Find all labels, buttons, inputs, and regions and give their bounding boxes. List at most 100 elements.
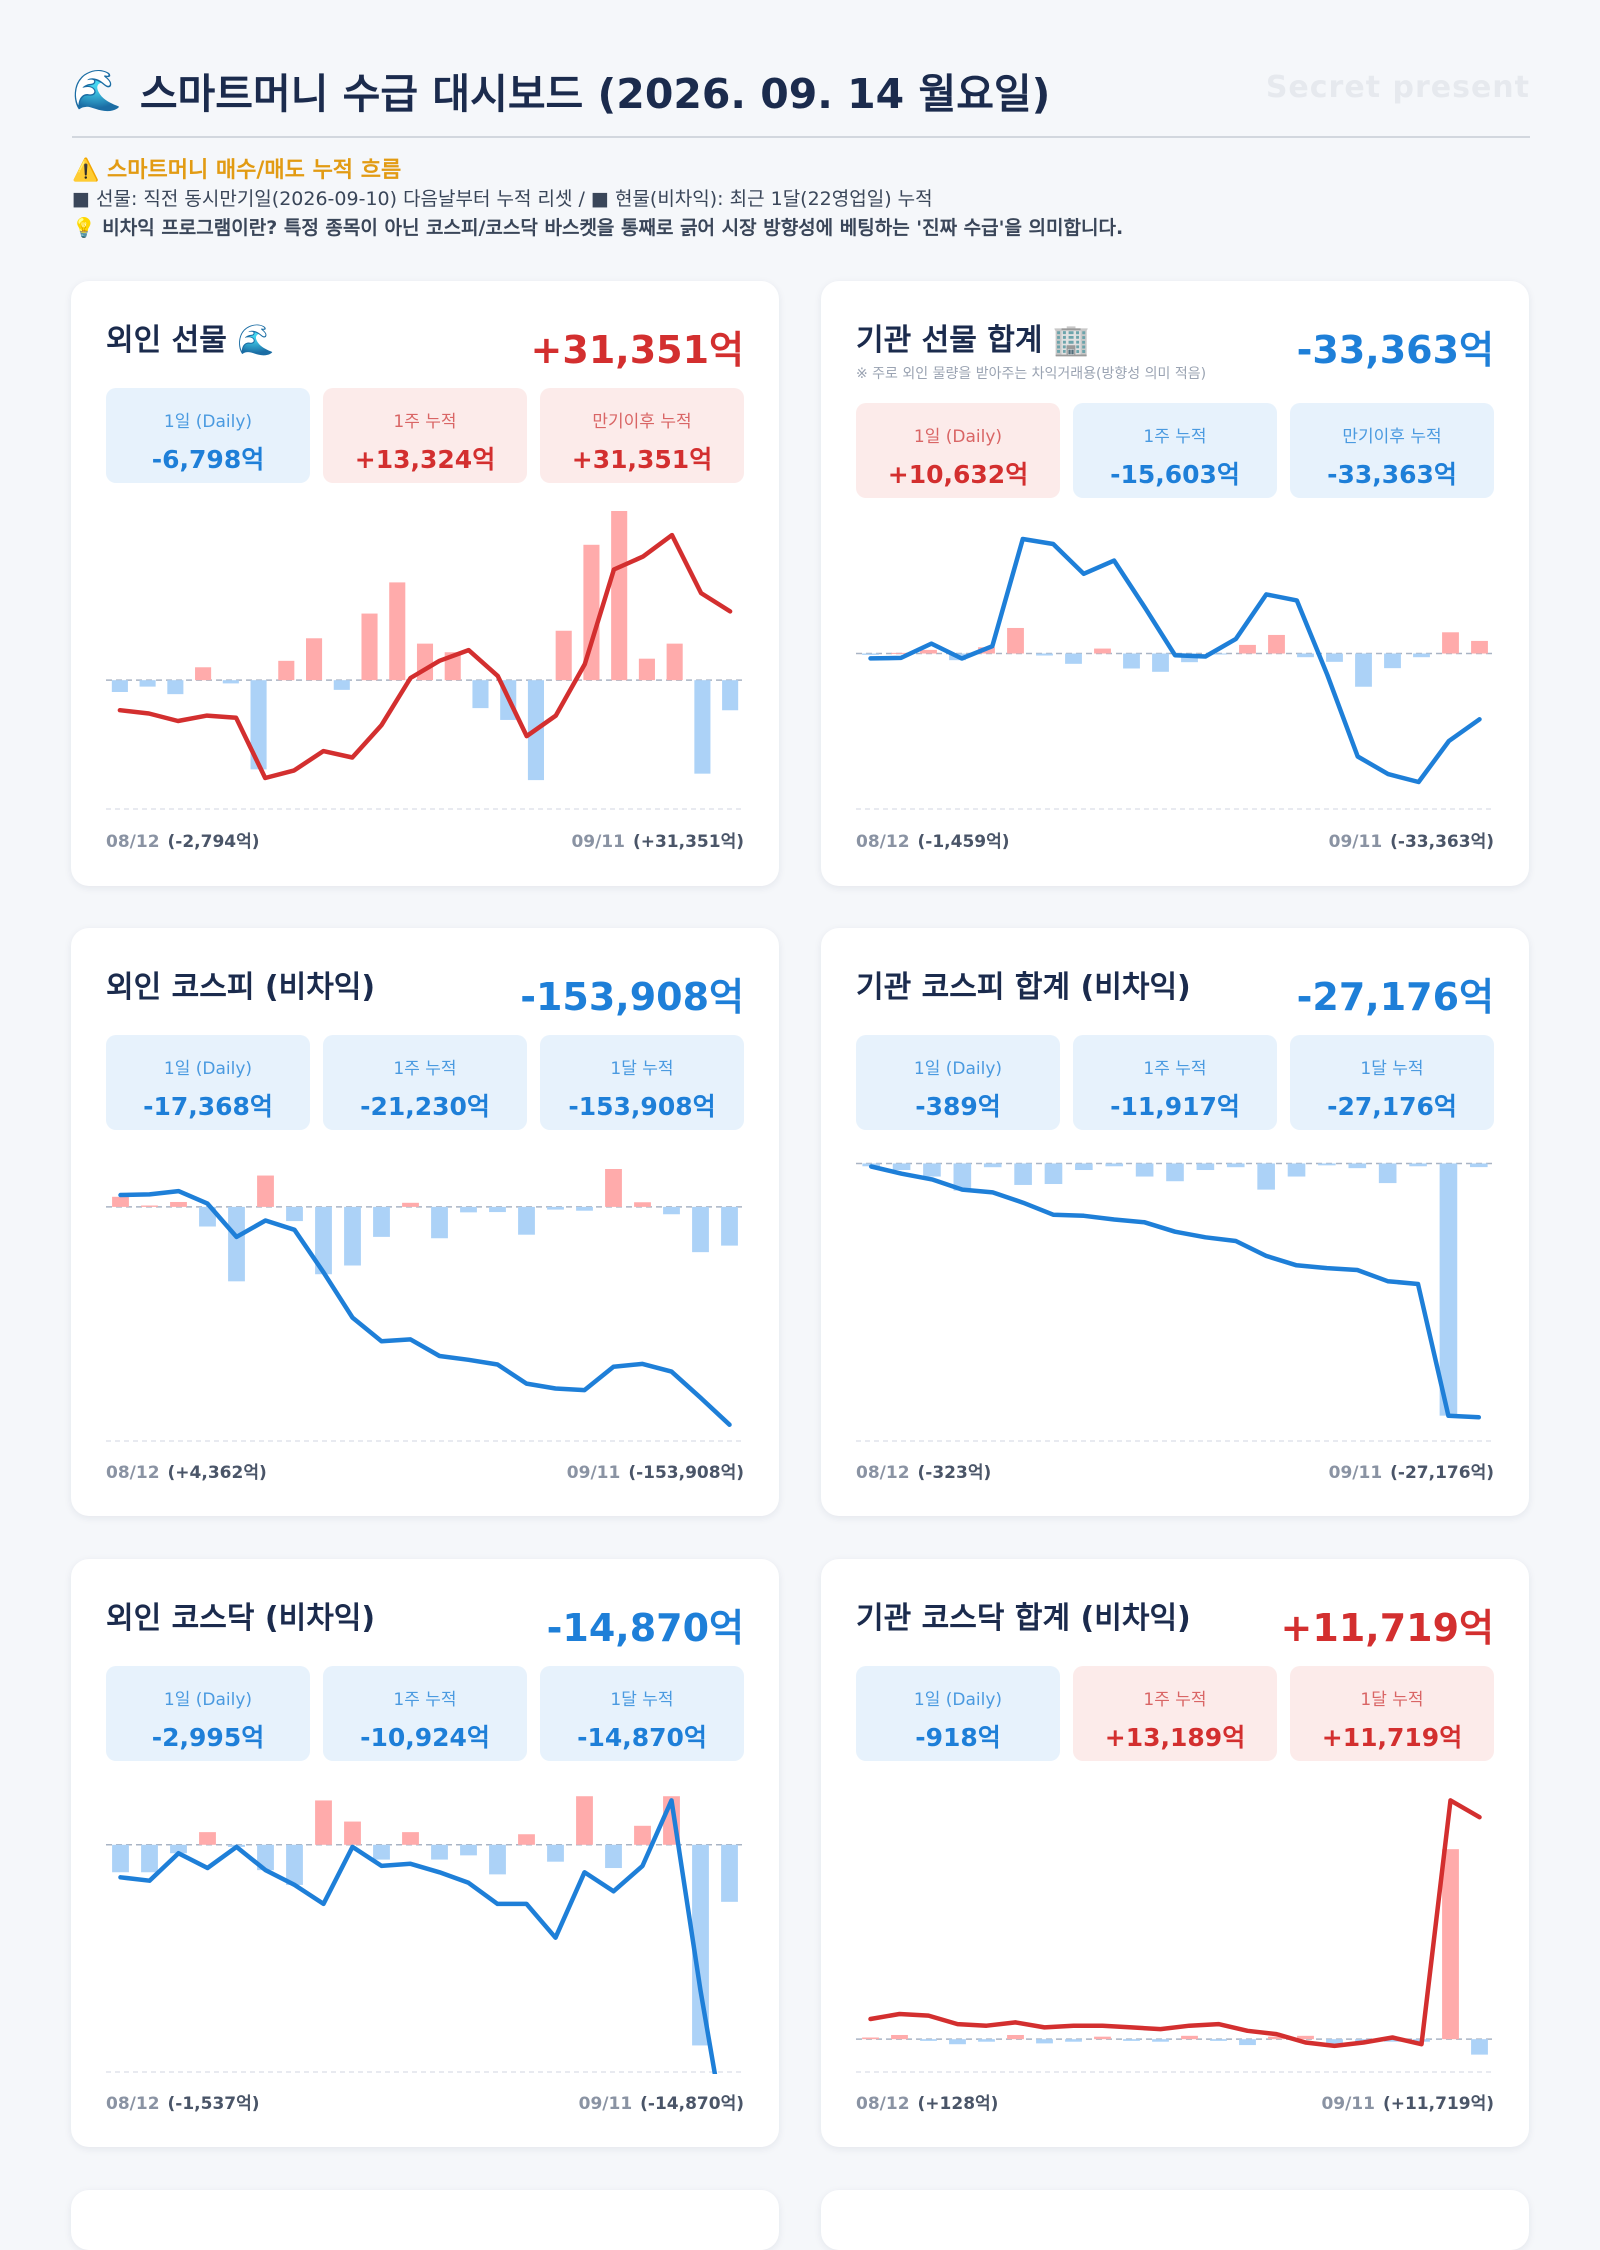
note-basis: ■ 선물: 직전 동시만기일(2026-09-10) 다음날부터 누적 리셋 /…	[72, 188, 933, 210]
card-next-left	[71, 2190, 779, 2250]
end-date: 09/11	[1321, 2094, 1375, 2114]
daily-bar	[1094, 2036, 1111, 2040]
flow-chart	[106, 511, 744, 810]
daily-bar	[460, 1844, 477, 1856]
daily-bar	[862, 653, 879, 655]
start-label: 08/12 (-2,794억)	[106, 827, 260, 852]
daily-bar	[278, 660, 295, 681]
dashboard-header: 🌊 스마트머니 수급 대시보드 (2026. 09. 14 월요일) Secre…	[72, 60, 1530, 239]
card-next-right	[821, 2190, 1529, 2250]
card-total: -33,363억	[1296, 328, 1494, 372]
stat-box-week: 1주 누적 -10,924억	[323, 1666, 527, 1761]
daily-bar	[257, 1175, 274, 1207]
daily-bar	[1442, 632, 1459, 654]
daily-bar	[1123, 2039, 1140, 2041]
daily-bar	[721, 1206, 738, 1246]
end-label: 09/11 (-14,870억)	[579, 2089, 744, 2114]
end-value: (-14,870억)	[640, 2094, 744, 2114]
stat-boxes: 1일 (Daily) -17,368억 1주 누적 -21,230억 1달 누적 -1…	[106, 1035, 744, 1130]
stat-label: 1달 누적	[610, 1690, 674, 1710]
daily-bar	[402, 1832, 419, 1845]
stat-label: 만기이후 누적	[1342, 427, 1442, 447]
stat-label: 1일 (Daily)	[913, 1690, 1003, 1710]
daily-bar	[692, 1844, 709, 2046]
daily-bar	[949, 2039, 966, 2045]
stat-value: -33,363억	[1327, 460, 1457, 489]
daily-bar	[1014, 1163, 1032, 1185]
daily-bar	[1210, 2039, 1227, 2041]
daily-bar	[978, 2039, 995, 2042]
stat-box-daily: 1일 (Daily) +10,632억	[856, 403, 1060, 498]
stat-label: 1주 누적	[393, 412, 457, 432]
stat-box-daily: 1일 (Daily) -17,368억	[106, 1035, 310, 1130]
daily-bar	[286, 1206, 303, 1222]
stat-value: -11,917억	[1110, 1092, 1240, 1121]
daily-bar	[315, 1800, 332, 1845]
stat-box-week: 1주 누적 -15,603억	[1073, 403, 1277, 498]
daily-bar	[1268, 634, 1285, 654]
cumulative-line	[118, 1188, 732, 1427]
stat-label: 1달 누적	[610, 1059, 674, 1079]
stat-boxes: 1일 (Daily) -918억 1주 누적 +13,189억 1달 누적 +11,7…	[856, 1666, 1494, 1761]
cumulative-line	[868, 536, 1482, 785]
end-date: 09/11	[578, 2094, 633, 2114]
flow-chart	[106, 1796, 744, 2074]
start-label: 08/12 (-323억)	[856, 1458, 991, 1483]
end-label: 09/11 (+11,719억)	[1321, 2089, 1494, 2114]
card-institution-kosdaq: 기관 코스닥 합계 (비차익) +11,719억 1일 (Daily) -918억…	[821, 1559, 1529, 2147]
daily-bar	[305, 638, 323, 681]
daily-bar	[634, 1825, 651, 1845]
stat-box-week: 1주 누적 -21,230억	[323, 1035, 527, 1130]
start-date: 08/12	[856, 2094, 910, 2114]
card-title: 외인 코스닥 (비차익)	[106, 1601, 376, 1636]
daily-bar	[1152, 653, 1169, 672]
page-title: 🌊 스마트머니 수급 대시보드 (2026. 09. 14 월요일)	[72, 60, 1530, 120]
daily-bar	[139, 680, 156, 687]
daily-bar	[953, 1163, 972, 1191]
daily-bar	[170, 1844, 187, 1854]
daily-bar	[1326, 2039, 1343, 2045]
start-value: (+128억)	[917, 2094, 999, 2114]
stat-boxes: 1일 (Daily) -6,798억 1주 누적 +13,324억 만기이후 누적 +…	[106, 388, 744, 483]
daily-bar	[315, 1206, 332, 1275]
daily-bar	[1384, 2039, 1401, 2042]
card-title: 기관 코스닥 합계 (비차익)	[856, 1601, 1191, 1636]
daily-bar	[111, 680, 128, 692]
daily-bar	[1135, 1163, 1154, 1177]
stat-box-cumulative: 1달 누적 -14,870억	[540, 1666, 744, 1761]
start-label: 08/12 (-1,537억)	[106, 2089, 260, 2114]
daily-bar	[518, 1206, 535, 1235]
daily-bar	[1378, 1163, 1397, 1184]
start-date: 08/12	[856, 1463, 910, 1483]
stat-label: 만기이후 누적	[592, 412, 692, 432]
card-title: 기관 코스피 합계 (비차익)	[856, 970, 1191, 1005]
end-date: 09/11	[571, 832, 625, 852]
card-foreign-kospi: 외인 코스피 (비차익) -153,908억 1일 (Daily) -17,368…	[71, 928, 779, 1516]
daily-bar	[228, 1206, 245, 1282]
daily-bar	[489, 1206, 506, 1213]
stat-box-daily: 1일 (Daily) -6,798억	[106, 388, 310, 483]
end-value: (-33,363억)	[1390, 832, 1494, 852]
daily-bar	[1036, 2039, 1053, 2044]
daily-bar	[1094, 648, 1111, 654]
stat-value: +13,189억	[1104, 1723, 1246, 1752]
daily-bar	[373, 1206, 390, 1237]
stat-value: -153,908억	[568, 1092, 716, 1121]
flow-chart	[856, 536, 1494, 810]
end-value: (+31,351억)	[632, 832, 744, 852]
start-label: 08/12 (+4,362억)	[106, 1458, 267, 1483]
stat-value: +10,632억	[887, 460, 1029, 489]
stat-label: 1달 누적	[1360, 1690, 1424, 1710]
daily-bar	[1065, 2039, 1082, 2042]
daily-bar	[333, 680, 350, 690]
start-label: 08/12 (+128억)	[856, 2089, 998, 2114]
stat-box-cumulative: 1달 누적 +11,719억	[1290, 1666, 1494, 1761]
start-value: (-2,794억)	[167, 832, 260, 852]
stat-box-cumulative: 만기이후 누적 +31,351억	[540, 388, 744, 483]
daily-bar	[983, 1163, 1002, 1168]
daily-bar	[583, 544, 600, 681]
start-date: 08/12	[106, 1463, 160, 1483]
stat-label: 1주 누적	[393, 1690, 457, 1710]
start-value: (-1,459억)	[917, 832, 1010, 852]
daily-bar	[1268, 2036, 1285, 2040]
